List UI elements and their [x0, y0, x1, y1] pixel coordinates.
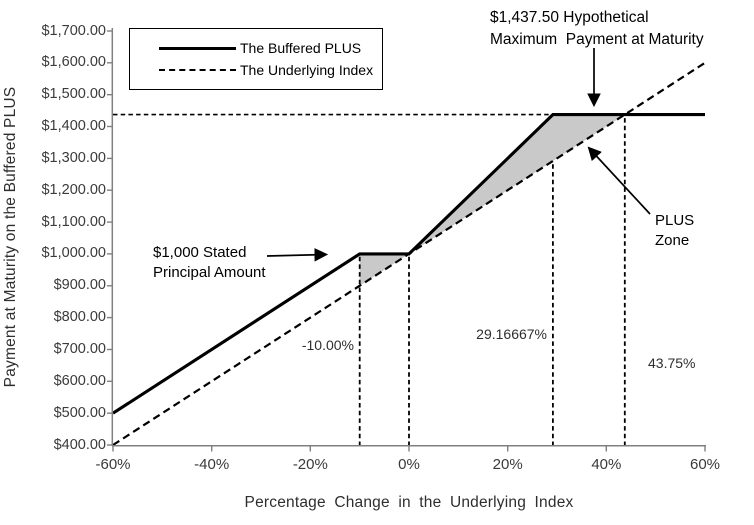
x-tick-label: -60%	[95, 456, 131, 473]
x-tick-label: 0%	[398, 456, 420, 473]
index-at-max-label: 43.75%	[648, 355, 696, 371]
y-tick-label: $1,100.00	[41, 213, 106, 230]
y-tick-label: $1,400.00	[41, 118, 106, 135]
plus-zone-annotation: PLUS Zone	[655, 212, 695, 249]
plus-zone-arrow	[587, 146, 651, 215]
y-tick-label: $1,700.00	[41, 22, 106, 39]
max-payment-annotation: $1,437.50 Hypothetical Maximum Payment a…	[490, 9, 704, 48]
legend: The Buffered PLUS The Underlying Index	[129, 28, 383, 90]
legend-label: The Underlying Index	[240, 62, 374, 78]
y-tick-label: $600.00	[53, 372, 106, 389]
principal-arrow	[266, 247, 329, 262]
x-tick-label: 20%	[492, 456, 523, 473]
cap-index-label: 29.16667%	[476, 326, 547, 342]
x-axis-title: Percentage Change in the Underlying Inde…	[244, 494, 574, 511]
x-tick-label: -40%	[194, 456, 230, 473]
y-tick-label: $1,000.00	[41, 245, 106, 262]
legend-item-underlying-index: The Underlying Index	[130, 62, 382, 78]
x-tick-label: 60%	[689, 456, 721, 473]
solid-line-swatch	[159, 46, 236, 50]
y-axis-title: Payment at Maturity on the Buffered PLUS	[2, 86, 19, 388]
y-tick-label: $700.00	[53, 340, 106, 357]
stated-principal-annotation: $1,000 Stated Principal Amount	[153, 244, 266, 281]
legend-label: The Buffered PLUS	[240, 40, 362, 56]
legend-item-buffered-plus: The Buffered PLUS	[130, 40, 382, 56]
y-tick-label: $400.00	[53, 436, 106, 453]
x-tick-label: 40%	[591, 456, 622, 473]
y-tick-label: $1,200.00	[41, 181, 106, 198]
y-tick-label: $1,500.00	[41, 86, 106, 103]
y-tick-label: $500.00	[53, 404, 106, 421]
y-tick-label: $900.00	[53, 277, 106, 294]
buffer-level-label: -10.00%	[301, 337, 354, 353]
x-tick-label: -20%	[292, 456, 328, 473]
y-tick-label: $800.00	[53, 309, 106, 326]
dashed-line-swatch	[159, 69, 236, 71]
y-tick-label: $1,600.00	[41, 54, 106, 71]
underlying-index-line	[112, 61, 706, 446]
y-tick-label: $1,300.00	[41, 149, 106, 166]
